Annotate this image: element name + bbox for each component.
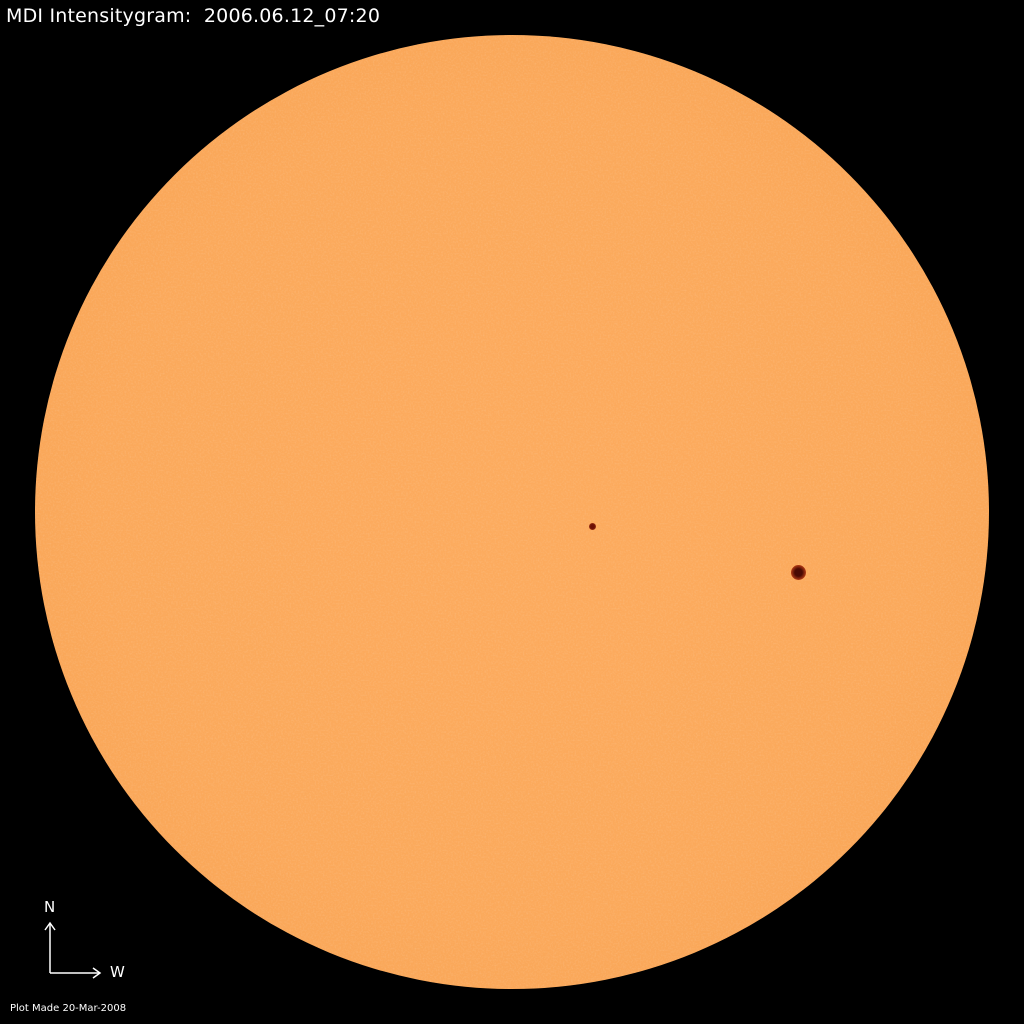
compass-arrows [44, 921, 102, 979]
solar-disk [35, 35, 989, 989]
plot-made-date: Plot Made 20-Mar-2008 [10, 1003, 127, 1014]
sunspot-small [589, 523, 596, 530]
west-label: W [110, 963, 125, 981]
granulation-texture [35, 35, 989, 989]
north-label: N [44, 898, 56, 916]
sunspot-large [791, 565, 806, 580]
image-title: MDI Intensitygram: 2006.06.12_07:20 [6, 5, 381, 27]
